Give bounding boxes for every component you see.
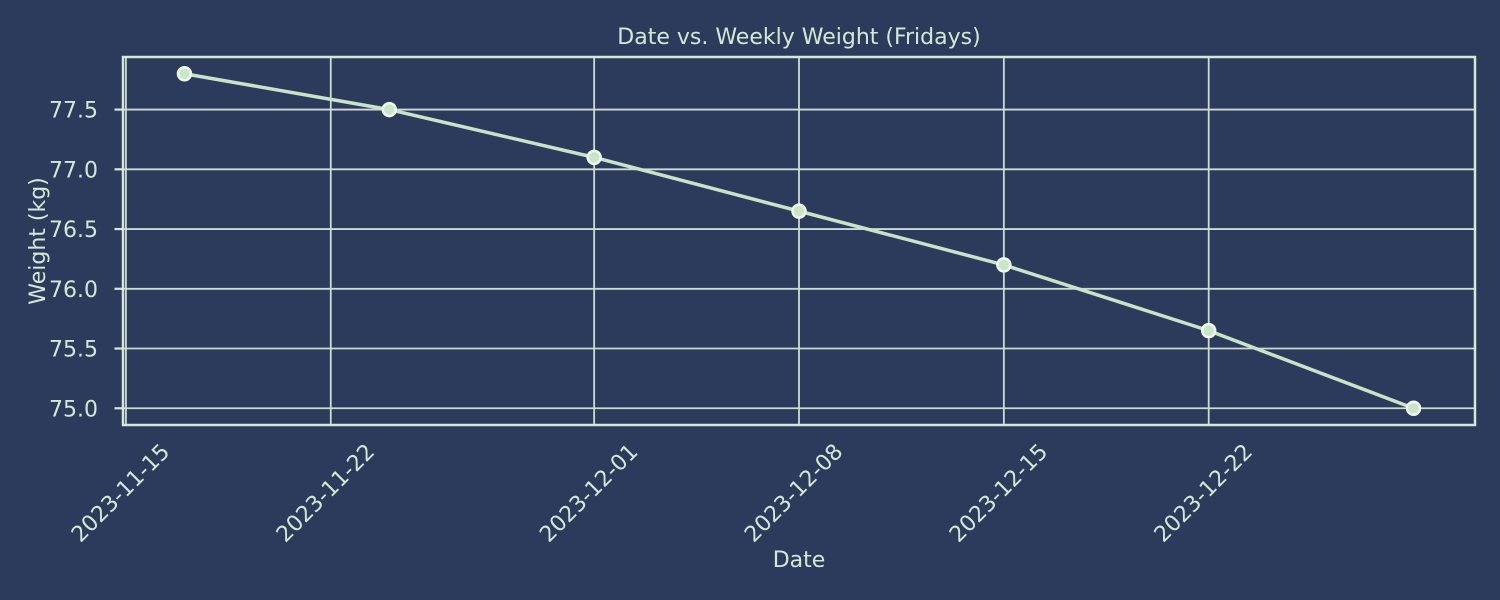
x-tick-label: 2023-11-15 [67,440,175,548]
x-tick-label: 2023-12-22 [1150,440,1258,548]
y-tick-label: 75.5 [49,338,98,363]
y-axis-label: Weight (kg) [26,177,51,305]
data-point-marker [1405,400,1422,417]
data-point-marker [586,149,602,166]
chart-title: Date vs. Weekly Weight (Fridays) [617,25,980,50]
y-tick-label: 75.0 [49,397,98,422]
plot-border [121,55,1477,427]
y-tick-label: 76.5 [49,218,98,243]
y-tick-label: 77.0 [49,158,98,183]
y-tick-label: 77.5 [49,99,98,124]
x-tick-label: 2023-12-01 [535,440,643,548]
x-tick-label: 2023-12-15 [945,440,1053,548]
data-point-marker [996,257,1012,273]
data-point-marker [381,101,398,118]
data-point-marker [1200,322,1217,339]
data-point-marker [791,203,807,219]
x-axis-label: Date [773,548,826,573]
y-tick-label: 76.0 [49,278,98,303]
x-tick-label: 2023-12-08 [740,440,848,548]
data-point-marker [176,65,193,82]
x-tick-label: 2023-11-22 [272,440,380,548]
